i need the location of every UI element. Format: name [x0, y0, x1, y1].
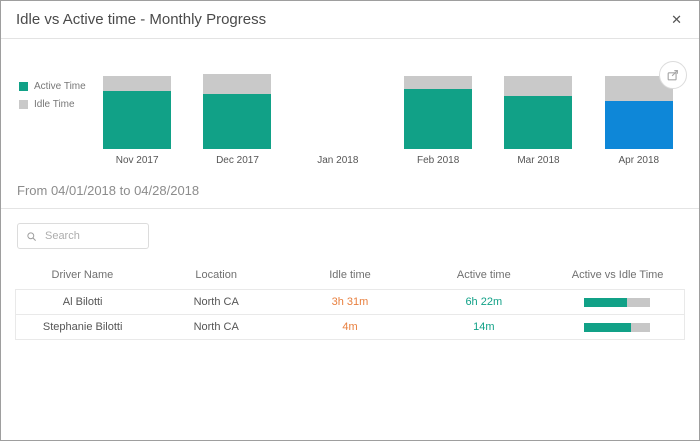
driver-name-cell: Al Bilotti [62, 296, 103, 308]
legend-swatch [19, 82, 28, 91]
chart-legend: Active Time Idle Time [19, 81, 86, 117]
bar-group-jan-2018: Jan 2018 [288, 55, 388, 167]
bar-stack[interactable] [604, 76, 673, 149]
bar-group-dec-2017: Dec 2017 [187, 55, 287, 167]
bar-stack[interactable] [103, 76, 172, 149]
active-time-segment[interactable] [504, 96, 573, 149]
search-box[interactable] [17, 223, 149, 249]
date-range-label: From 04/01/2018 to 04/28/2018 [17, 183, 200, 198]
legend-item-idle-time[interactable]: Idle Time [19, 99, 86, 110]
idle-time-segment[interactable] [103, 76, 172, 91]
export-icon [667, 70, 678, 81]
active-portion [584, 297, 627, 307]
table-row-stephanie-bilotti[interactable]: Stephanie Bilotti North CA 4m 14m [15, 314, 685, 340]
active-portion [584, 322, 631, 332]
bar-stack[interactable] [504, 76, 573, 149]
legend-swatch [19, 100, 28, 109]
bar-group-nov-2017: Nov 2017 [87, 55, 187, 167]
search-input[interactable] [42, 229, 140, 243]
table-row-al-bilotti[interactable]: Al Bilotti North CA 3h 31m 6h 22m [15, 289, 685, 315]
active-time-cell: 14m [473, 321, 495, 333]
idle-portion [627, 298, 651, 307]
bar-group-mar-2018: Mar 2018 [488, 55, 588, 167]
active-vs-idle-bar [584, 297, 651, 307]
category-label-apr-2018: Apr 2018 [618, 155, 660, 166]
active-vs-idle-bar [584, 322, 651, 332]
idle-time-cell: 4m [342, 321, 358, 333]
category-label-mar-2018: Mar 2018 [517, 155, 560, 166]
active-time-cell: 6h 22m [465, 296, 503, 308]
drivers-table: Driver Name Location Idle time Active time A… [15, 259, 685, 340]
active-time-segment[interactable] [604, 101, 673, 149]
idle-time-segment[interactable] [203, 74, 272, 94]
legend-label: Active Time [34, 81, 86, 92]
dialog-title: Idle vs Active time - Monthly Progress [16, 11, 267, 28]
chart-plot-area: Nov 2017 Dec 2017 Jan 2018 Feb 2018 Mar 2018… [87, 55, 689, 167]
location-cell: North CA [193, 321, 239, 333]
close-button[interactable]: ✕ [669, 9, 684, 30]
location-cell: North CA [193, 296, 239, 308]
monthly-progress-chart: Active Time Idle Time Nov 2017 Dec 2017 Jan… [1, 55, 699, 167]
search-icon [27, 231, 36, 241]
bar-group-feb-2018: Feb 2018 [388, 55, 488, 167]
active-time-segment[interactable] [103, 91, 172, 149]
idle-time-cell: 3h 31m [331, 296, 369, 308]
column-header-active-time: Active time [456, 269, 511, 281]
active-time-segment[interactable] [404, 89, 473, 149]
idle-time-segment[interactable] [504, 76, 573, 96]
category-label-jan-2018: Jan 2018 [317, 155, 359, 166]
category-label-feb-2018: Feb 2018 [417, 155, 460, 166]
dialog-titlebar: Idle vs Active time - Monthly Progress ✕ [1, 1, 699, 39]
idle-time-segment[interactable] [404, 76, 473, 89]
column-header-driver-name: Driver Name [51, 269, 114, 281]
column-header-location: Location [195, 269, 237, 281]
column-header-idle-time: Idle time [329, 269, 371, 281]
legend-item-active-time[interactable]: Active Time [19, 81, 86, 92]
active-time-segment[interactable] [203, 94, 272, 149]
bar-stack[interactable] [404, 76, 473, 149]
bar-group-apr-2018: Apr 2018 [589, 55, 689, 167]
active-vs-idle-cell [551, 315, 685, 340]
export-chart-button[interactable] [659, 61, 687, 89]
bar-stack[interactable] [203, 74, 272, 149]
date-range-section: From 04/01/2018 to 04/28/2018 [1, 167, 699, 209]
drivers-table-header: Driver Name Location Idle time Active time A… [16, 259, 685, 290]
category-label-nov-2017: Nov 2017 [115, 155, 159, 166]
idle-portion [631, 323, 651, 332]
driver-name-cell: Stephanie Bilotti [42, 321, 123, 333]
column-header-active-vs-idle-time: Active vs Idle Time [571, 269, 664, 281]
category-label-dec-2017: Dec 2017 [216, 155, 259, 166]
active-vs-idle-cell [551, 290, 685, 315]
dialog-body: Active Time Idle Time Nov 2017 Dec 2017 Jan… [1, 55, 699, 440]
legend-label: Idle Time [34, 99, 75, 110]
